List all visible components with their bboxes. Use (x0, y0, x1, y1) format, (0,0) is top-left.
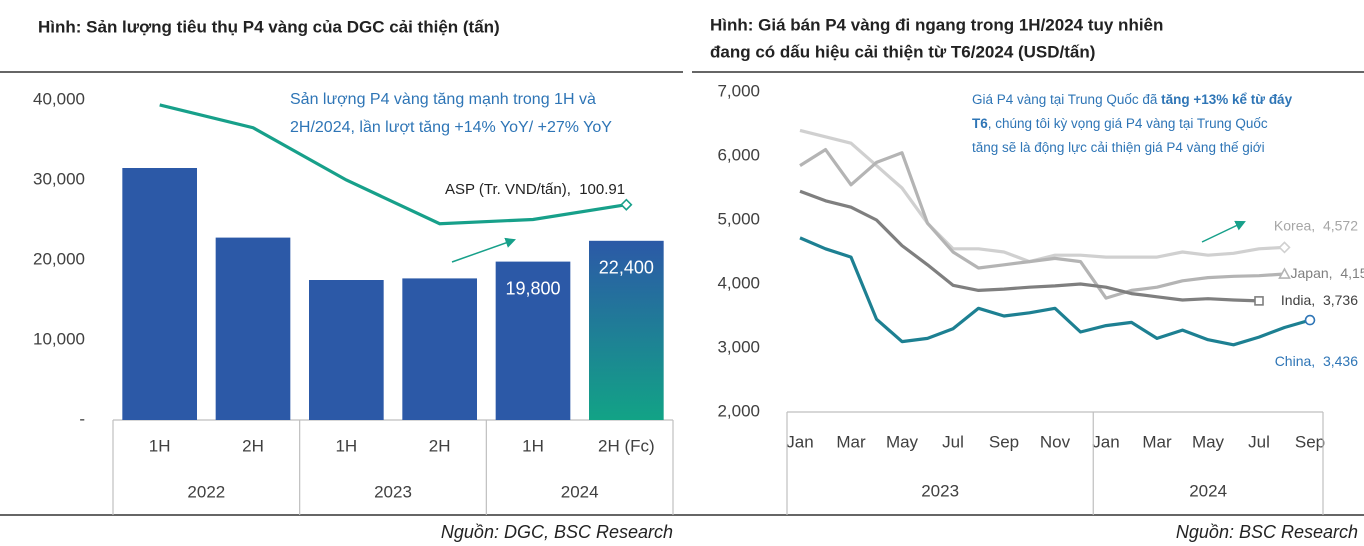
chart-title: Hình: Giá bán P4 vàng đi ngang trong 1H/… (710, 15, 1163, 34)
group-label: 2024 (1189, 481, 1227, 500)
line-label: ASP (Tr. VND/tấn), 100.91 (445, 181, 625, 198)
annotation-part: T6 (972, 116, 988, 131)
line (799, 189, 1260, 303)
series-name: India (1281, 292, 1312, 308)
line-marker (1278, 267, 1291, 279)
annotation: 2H/2024, lần lượt tăng +14% YoY/ +27% Yo… (290, 119, 612, 136)
series-name: Korea (1274, 217, 1312, 233)
series-name: China (1275, 353, 1312, 369)
trend-arrow (451, 237, 516, 263)
line-label: Korea, 4,572 (1274, 217, 1358, 233)
source: Nguồn: BSC Research (1176, 522, 1358, 542)
y-tick-label: 30,000 (33, 169, 85, 188)
line-value-label: 3,436 (1323, 353, 1358, 369)
x-tick-label: 1H (522, 436, 544, 455)
x-tick-label: 1H (335, 436, 357, 455)
x-tick-label: Sep (1295, 432, 1325, 451)
x-tick-label: May (886, 432, 919, 451)
x-tick-label: 1H (149, 436, 171, 455)
annotation-part: tăng sẽ là động lực cải thiện giá P4 vàn… (972, 140, 1265, 155)
bar (215, 237, 291, 420)
bar-value-label: 19,800 (505, 278, 560, 298)
annotation: Giá P4 vàng tại Trung Quốc đã tăng +13% … (972, 92, 1293, 107)
line-marker (620, 198, 633, 211)
x-tick-label: Mar (836, 432, 866, 451)
separator: , (1311, 217, 1323, 233)
x-tick-label: Jul (1248, 432, 1270, 451)
line (799, 148, 1285, 300)
x-tick-label: 2H (429, 436, 451, 455)
trend-arrow (1201, 220, 1246, 243)
bar (495, 261, 571, 420)
line (799, 236, 1311, 347)
annotation: Sản lượng P4 vàng tăng mạnh trong 1H và (290, 91, 596, 108)
line-label: China, 3,436 (1275, 353, 1359, 369)
line-value-label: 4,572 (1323, 217, 1358, 233)
line-value-label: 100.91 (579, 181, 625, 198)
x-tick-label: 2H (Fc) (598, 436, 655, 455)
bar (402, 278, 477, 420)
source: Nguồn: DGC, BSC Research (441, 522, 673, 542)
group-label: 2023 (374, 482, 412, 501)
y-tick-label: 2,000 (717, 401, 760, 420)
annotation-part: Giá P4 vàng tại Trung Quốc đã (972, 92, 1161, 107)
line-marker (1254, 296, 1264, 306)
separator: , (1311, 292, 1323, 308)
x-tick-label: Jul (942, 432, 964, 451)
y-tick-label: - (79, 409, 85, 428)
x-tick-label: Jan (786, 432, 813, 451)
annotation: T6, chúng tôi kỳ vọng giá P4 vàng tại Tr… (972, 116, 1268, 131)
line-value-label: 4,156 (1340, 265, 1364, 281)
group-label: 2022 (187, 482, 225, 501)
y-tick-label: 3,000 (717, 337, 760, 356)
line (159, 103, 627, 226)
separator: , (1329, 265, 1341, 281)
group-label: 2023 (921, 481, 959, 500)
bar (309, 280, 384, 420)
x-tick-label: Jan (1092, 432, 1119, 451)
bar (589, 240, 664, 420)
separator: , (1311, 353, 1323, 369)
line-marker (1304, 314, 1316, 326)
line-value-label: 3,736 (1323, 292, 1358, 308)
series-name: ASP (Tr. VND/tấn) (445, 181, 567, 198)
bar-value-label: 22,400 (599, 258, 654, 278)
separator: , (567, 181, 580, 198)
annotation: tăng sẽ là động lực cải thiện giá P4 vàn… (972, 140, 1265, 155)
x-tick-label: 2H (242, 436, 264, 455)
y-tick-label: 10,000 (33, 329, 85, 348)
line-marker (1278, 241, 1291, 254)
annotation-part: , chúng tôi kỳ vọng giá P4 vàng tại Trun… (988, 116, 1268, 131)
y-tick-label: 6,000 (717, 145, 760, 164)
x-tick-label: Nov (1040, 432, 1071, 451)
y-tick-label: 40,000 (33, 89, 85, 108)
chart-title: đang có dấu hiệu cải thiện từ T6/2024 (U… (710, 42, 1095, 61)
x-tick-label: Sep (989, 432, 1019, 451)
line-label: Japan, 4,156 (1291, 265, 1364, 281)
annotation-part: tăng +13% kể từ đáy (1161, 92, 1292, 107)
x-tick-label: May (1192, 432, 1225, 451)
bar (122, 168, 197, 420)
group-label: 2024 (561, 482, 599, 501)
y-tick-label: 7,000 (717, 81, 760, 100)
line-label: India, 3,736 (1281, 292, 1358, 308)
y-tick-label: 5,000 (717, 209, 760, 228)
y-tick-label: 4,000 (717, 273, 760, 292)
series-name: Japan (1291, 265, 1329, 281)
y-tick-label: 20,000 (33, 249, 85, 268)
chart-title: Hình: Sản lượng tiêu thụ P4 vàng của DGC… (38, 17, 500, 36)
x-tick-label: Mar (1142, 432, 1172, 451)
